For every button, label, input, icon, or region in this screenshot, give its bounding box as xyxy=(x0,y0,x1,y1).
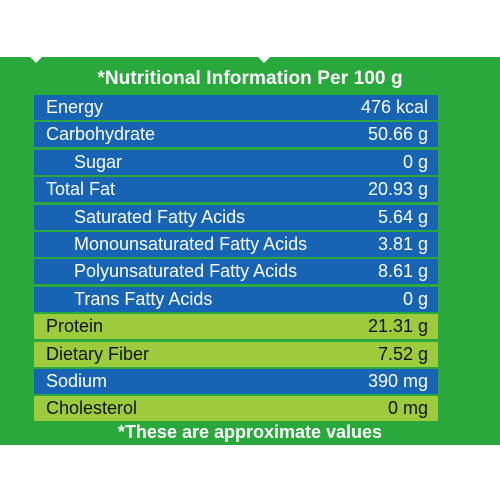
panel-notch-left xyxy=(30,57,42,63)
nutrient-value: 5.64 g xyxy=(377,206,428,227)
nutrient-label: Sodium xyxy=(46,370,108,391)
nutrient-row-trans-fatty-acids: Trans Fatty Acids 0 g xyxy=(34,286,438,312)
nutrient-row-protein: Protein 21.31 g xyxy=(34,314,438,340)
nutrient-label: Cholesterol xyxy=(46,398,138,419)
nutrient-label: Sugar xyxy=(74,151,123,172)
nutrient-row-energy: Energy 476 kcal xyxy=(34,95,438,120)
nutrient-label: Dietary Fiber xyxy=(46,343,150,364)
nutrient-label: Saturated Fatty Acids xyxy=(74,206,246,227)
nutrient-row-polyunsaturated-fatty-acids: Polyunsaturated Fatty Acids 8.61 g xyxy=(34,259,438,285)
nutrient-row-monounsaturated-fatty-acids: Monounsaturated Fatty Acids 3.81 g xyxy=(34,231,438,257)
nutrient-label: Carbohydrate xyxy=(46,124,156,145)
nutrient-row-dietary-fiber: Dietary Fiber 7.52 g xyxy=(34,341,438,367)
nutrient-value: 50.66 g xyxy=(367,124,428,145)
nutrient-label: Trans Fatty Acids xyxy=(74,288,213,309)
nutrient-value: 21.31 g xyxy=(367,316,428,337)
nutrient-row-sugar: Sugar 0 g xyxy=(34,149,438,175)
nutrient-value: 0 g xyxy=(402,288,428,309)
nutrient-value: 476 kcal xyxy=(360,97,428,117)
approximate-values-note: *These are approximate values xyxy=(117,422,383,442)
nutrient-value: 7.52 g xyxy=(377,343,428,364)
nutrition-title: *Nutritional Information Per 100 g xyxy=(97,68,403,89)
nutrient-row-sodium: Sodium 390 mg xyxy=(34,368,438,394)
nutrient-label: Total Fat xyxy=(46,179,116,200)
nutrient-row-total-fat: Total Fat 20.93 g xyxy=(34,177,438,203)
nutrient-value: 8.61 g xyxy=(377,261,428,282)
nutrient-row-carbohydrate: Carbohydrate 50.66 g xyxy=(34,122,438,148)
nutrient-value: 390 mg xyxy=(367,370,428,391)
nutrient-label: Protein xyxy=(46,316,104,337)
nutrient-label: Energy xyxy=(46,97,104,117)
nutrient-row-cholesterol: Cholesterol 0 mg xyxy=(34,396,438,422)
nutrient-value: 3.81 g xyxy=(377,233,428,254)
nutrition-table: Energy 476 kcal Carbohydrate 50.66 g Sug… xyxy=(34,95,438,424)
nutrient-value: 0 g xyxy=(402,151,428,172)
panel-notch-right xyxy=(258,57,270,63)
nutrient-value: 20.93 g xyxy=(367,179,428,200)
nutrient-value: 0 mg xyxy=(387,398,428,419)
nutrient-label: Monounsaturated Fatty Acids xyxy=(74,233,308,254)
nutrient-label: Polyunsaturated Fatty Acids xyxy=(74,261,298,282)
nutrient-row-saturated-fatty-acids: Saturated Fatty Acids 5.64 g xyxy=(34,204,438,230)
